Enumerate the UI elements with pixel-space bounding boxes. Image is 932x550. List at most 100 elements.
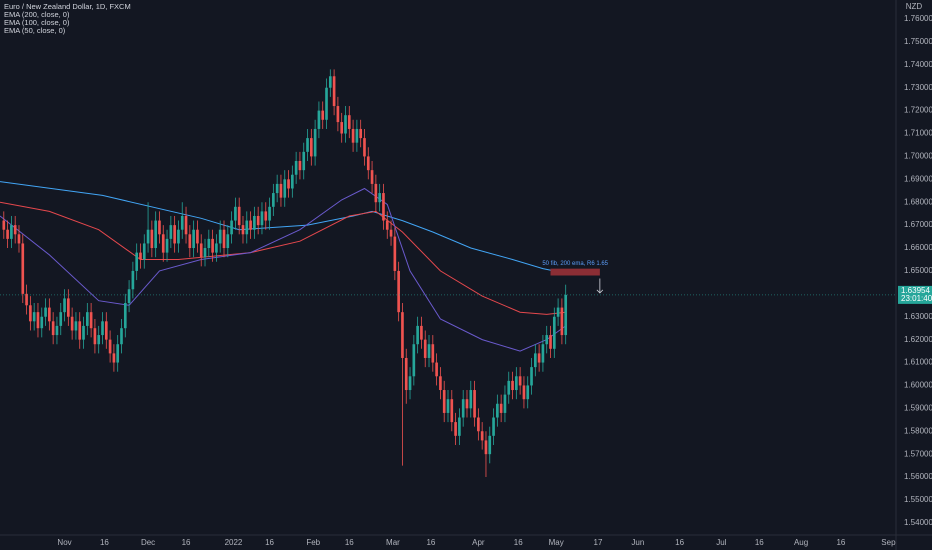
candle-body	[279, 183, 283, 198]
candle-body	[17, 234, 21, 244]
candle-body	[82, 325, 85, 340]
candle-body	[393, 236, 397, 271]
candle-body	[180, 215, 184, 230]
candle-body	[374, 183, 378, 203]
candle-body	[203, 248, 207, 258]
candle-body	[515, 376, 518, 391]
candle-body	[123, 302, 127, 329]
x-tick-label: Jul	[716, 538, 726, 547]
x-tick-label: Dec	[141, 538, 155, 547]
y-tick-label: 1.71000	[904, 129, 932, 138]
candle-body	[503, 394, 507, 413]
y-tick-label: 1.61000	[904, 358, 932, 367]
candle-body	[325, 87, 328, 120]
candle-body	[177, 229, 180, 244]
candle-body	[564, 294, 568, 336]
y-tick-label: 1.60000	[904, 381, 932, 390]
candle-body	[446, 399, 450, 413]
annotation-zone	[550, 268, 600, 276]
candle-body	[253, 215, 256, 230]
candle-body	[518, 376, 522, 386]
candle-body	[454, 422, 457, 436]
candle-body	[427, 344, 431, 358]
candle-body	[59, 312, 63, 326]
candle-body	[36, 312, 40, 329]
candle-body	[44, 307, 47, 317]
candle-body	[389, 229, 393, 237]
legend-entry: EMA (200, close, 0)	[4, 10, 70, 19]
candle-body	[29, 305, 32, 322]
x-tick-label: Apr	[472, 538, 485, 547]
candle-body	[552, 316, 556, 349]
candle-body	[158, 220, 161, 235]
candle-body	[192, 229, 195, 249]
x-tick-label: 16	[426, 538, 435, 547]
candle-body	[298, 161, 302, 171]
candle-body	[116, 344, 120, 363]
candle-body	[10, 225, 13, 239]
candle-body	[154, 220, 157, 249]
candle-body	[556, 307, 560, 317]
candle-body	[317, 110, 321, 129]
candle-body	[173, 225, 176, 244]
candle-body	[222, 229, 226, 249]
candle-body	[499, 403, 503, 413]
candle-body	[199, 243, 203, 258]
x-tick-label: 16	[836, 538, 845, 547]
last-price-box	[898, 285, 932, 304]
candle-body	[237, 206, 241, 226]
candle-body	[522, 385, 526, 400]
candle-body	[302, 151, 306, 171]
candle-body	[108, 339, 112, 354]
candle-body	[169, 225, 173, 239]
candle-body	[275, 183, 279, 194]
candle-body	[366, 156, 370, 171]
candle-body	[461, 399, 465, 418]
ema-line	[0, 181, 566, 274]
candle-body	[2, 220, 6, 230]
y-tick-label: 1.55000	[904, 495, 932, 504]
candle-body	[309, 138, 313, 157]
candle-body	[541, 344, 545, 363]
candle-body	[13, 225, 17, 235]
candle-body	[283, 179, 287, 198]
candle-body	[131, 270, 135, 290]
ema-line	[0, 187, 566, 352]
candle-body	[458, 417, 461, 436]
candle-body	[241, 225, 245, 235]
y-tick-label: 1.72000	[904, 106, 932, 115]
y-tick-label: 1.73000	[904, 83, 932, 92]
candle-body	[184, 215, 188, 235]
currency-label: NZD	[906, 2, 923, 11]
candle-body	[488, 435, 492, 455]
candle-body	[416, 325, 419, 345]
candle-body	[101, 321, 104, 336]
candle-body	[97, 335, 101, 345]
candle-body	[40, 316, 44, 329]
candle-body	[25, 293, 28, 306]
candle-body	[150, 229, 154, 249]
y-tick-label: 1.68000	[904, 197, 932, 206]
x-tick-label: 16	[345, 538, 354, 547]
ema-line	[0, 201, 566, 315]
candle-body	[404, 357, 408, 391]
candle-body	[511, 380, 514, 391]
x-tick-label: 17	[594, 538, 603, 547]
x-tick-label: 16	[675, 538, 684, 547]
candle-body	[423, 339, 427, 358]
candle-body	[21, 243, 25, 294]
candle-body	[264, 211, 268, 221]
candle-body	[287, 179, 290, 189]
candle-body	[63, 298, 66, 313]
candle-body	[6, 229, 9, 239]
annotation-arrow	[596, 278, 604, 294]
y-tick-label: 1.57000	[904, 449, 932, 458]
candle-body	[146, 229, 150, 244]
y-tick-label: 1.63000	[904, 312, 932, 321]
candle-body	[332, 76, 336, 107]
legend-entry: EMA (100, close, 0)	[4, 18, 70, 27]
candle-body	[545, 335, 549, 345]
candle-body	[359, 128, 363, 139]
x-tick-label: 16	[755, 538, 764, 547]
